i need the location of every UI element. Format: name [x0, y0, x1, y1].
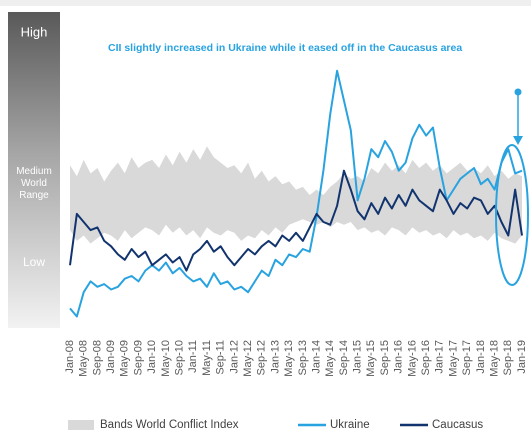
- x-tick-label: May-16: [406, 340, 418, 377]
- x-tick-label: Jan-13: [269, 340, 281, 374]
- range-label: Low: [23, 255, 45, 269]
- arrow-head: [513, 136, 523, 145]
- x-tick-label: Sep-10: [173, 340, 185, 375]
- x-tick-label: May-18: [489, 340, 501, 377]
- x-tick-label: Sep-16: [420, 340, 432, 375]
- x-tick-label: Sep-12: [256, 340, 268, 375]
- x-tick-label: May-12: [242, 340, 254, 377]
- x-tick-label: May-11: [201, 340, 213, 376]
- legend: Bands World Conflict Index Ukraine Caucasu…: [68, 419, 483, 431]
- x-tick-label: Jan-14: [310, 340, 322, 374]
- x-tick-label: Jan-11: [187, 340, 199, 373]
- x-tick-label: May-17: [447, 340, 459, 377]
- x-tick-label: May-15: [365, 340, 377, 377]
- x-tick-label: Jan-16: [393, 340, 405, 374]
- range-label-box: Medium World Range: [16, 166, 52, 201]
- x-tick-label: May-14: [324, 340, 336, 377]
- x-tick-label: Sep-09: [132, 340, 144, 375]
- x-tick-label: Jan-17: [434, 340, 446, 374]
- x-tick-label: May-08: [78, 340, 90, 377]
- x-tick-label: Sep-18: [502, 340, 514, 375]
- legend-swatch: [68, 420, 94, 430]
- x-tick-label: Jan-09: [105, 340, 117, 374]
- x-tick-label: Jan-12: [228, 340, 240, 374]
- x-tick-label: Jan-18: [475, 340, 487, 374]
- x-tick-label: May-10: [160, 340, 172, 377]
- x-tick-label: Jan-15: [352, 340, 364, 374]
- legend-label: Ukraine: [330, 419, 370, 431]
- annotation: CII slightly increased in Ukraine while …: [108, 42, 462, 54]
- x-tick-label: Jan-08: [64, 340, 76, 374]
- x-tick-label: Sep-11: [215, 340, 227, 375]
- legend-label: Bands World Conflict Index: [100, 419, 239, 431]
- band-area: [70, 146, 522, 244]
- range-bar: [8, 12, 60, 328]
- top-strip: [0, 0, 531, 6]
- x-tick-label: Sep-08: [91, 340, 103, 375]
- x-tick-label: Sep-13: [297, 340, 309, 375]
- x-tick-label: May-13: [283, 340, 295, 377]
- x-tick-label: Sep-14: [338, 340, 350, 375]
- x-tick-label: Jan-10: [146, 340, 158, 374]
- highlight-ellipse: [495, 144, 529, 286]
- x-tick-label: May-09: [119, 340, 131, 377]
- range-label: High: [21, 24, 48, 39]
- legend-label: Caucasus: [432, 419, 483, 431]
- range-label: Medium World Range: [16, 166, 52, 201]
- x-tick-label: Jan-19: [516, 340, 528, 374]
- x-tick-label: Sep-15: [379, 340, 391, 375]
- x-tick-label: Sep-17: [461, 340, 473, 375]
- line-2: [69, 169, 523, 272]
